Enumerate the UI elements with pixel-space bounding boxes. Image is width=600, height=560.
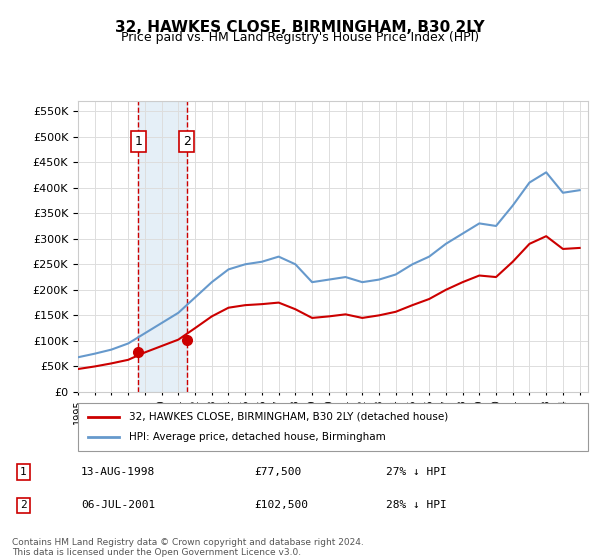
Text: Contains HM Land Registry data © Crown copyright and database right 2024.
This d: Contains HM Land Registry data © Crown c… — [12, 538, 364, 557]
Text: 2: 2 — [183, 135, 191, 148]
Text: £77,500: £77,500 — [254, 467, 301, 477]
Text: 2: 2 — [20, 501, 27, 510]
FancyBboxPatch shape — [78, 403, 588, 451]
Text: 27% ↓ HPI: 27% ↓ HPI — [386, 467, 447, 477]
Text: 32, HAWKES CLOSE, BIRMINGHAM, B30 2LY (detached house): 32, HAWKES CLOSE, BIRMINGHAM, B30 2LY (d… — [129, 412, 448, 422]
Text: 06-JUL-2001: 06-JUL-2001 — [81, 501, 155, 510]
Text: 13-AUG-1998: 13-AUG-1998 — [81, 467, 155, 477]
Text: 1: 1 — [20, 467, 27, 477]
Text: Price paid vs. HM Land Registry's House Price Index (HPI): Price paid vs. HM Land Registry's House … — [121, 31, 479, 44]
Text: HPI: Average price, detached house, Birmingham: HPI: Average price, detached house, Birm… — [129, 432, 386, 442]
Text: 28% ↓ HPI: 28% ↓ HPI — [386, 501, 447, 510]
Text: £102,500: £102,500 — [254, 501, 308, 510]
Text: 32, HAWKES CLOSE, BIRMINGHAM, B30 2LY: 32, HAWKES CLOSE, BIRMINGHAM, B30 2LY — [115, 20, 485, 35]
Bar — [138, 101, 187, 392]
Text: 1: 1 — [134, 135, 142, 148]
